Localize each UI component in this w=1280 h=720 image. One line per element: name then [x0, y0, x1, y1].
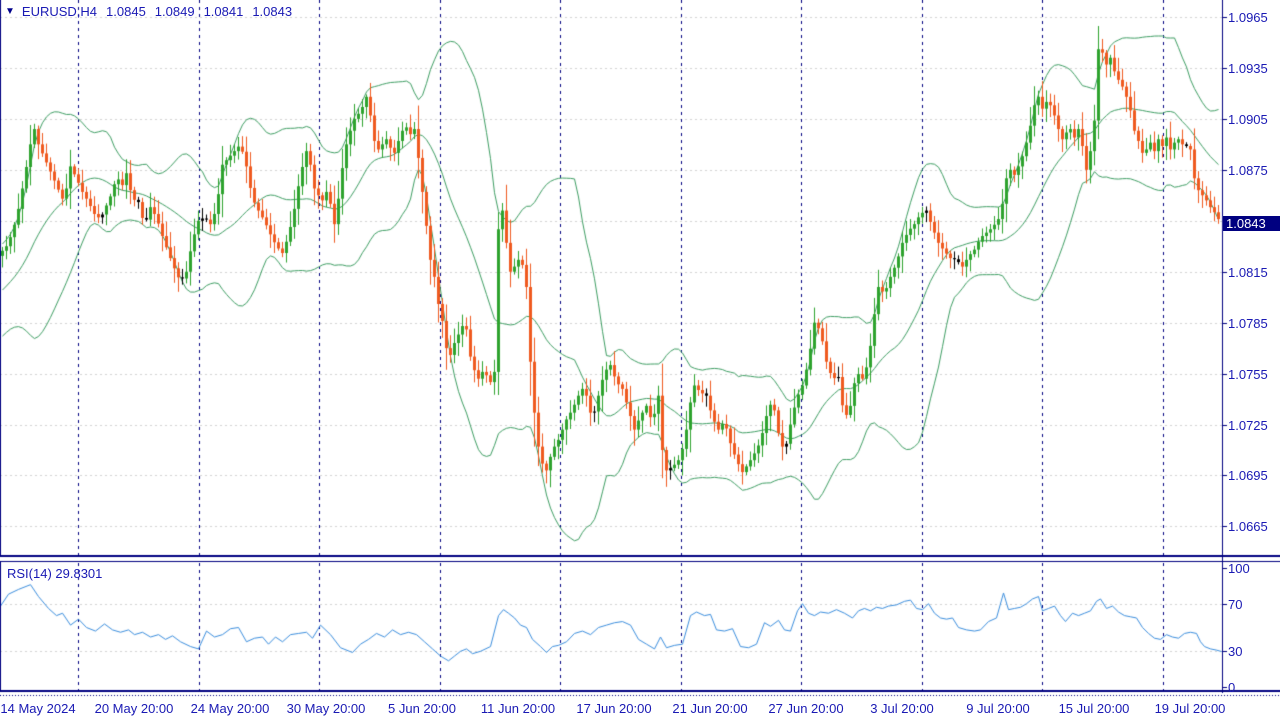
chart-header: ▼ EURUSD,H4 1.0845 1.0849 1.0841 1.0843: [5, 4, 292, 19]
symbol-dropdown-icon[interactable]: ▼: [5, 6, 15, 17]
time-axis-label: 24 May 20:00: [190, 701, 270, 716]
price-tick-label: 1.0965: [1228, 10, 1268, 25]
time-axis-label: 17 Jun 20:00: [576, 701, 652, 716]
time-axis-label: 14 May 2024: [0, 701, 76, 716]
price-tick-label: 1.0875: [1228, 163, 1268, 178]
quote-open: 1.0845: [106, 4, 146, 19]
rsi-tick-label: 30: [1228, 644, 1243, 659]
rsi-tick-label: 70: [1228, 597, 1243, 612]
time-axis-label: 19 Jul 20:00: [1154, 701, 1226, 716]
price-tick-label: 1.0665: [1228, 519, 1268, 534]
time-axis-label: 15 Jul 20:00: [1058, 701, 1130, 716]
price-tick-label: 1.0755: [1228, 367, 1268, 382]
price-tick-label: 1.0725: [1228, 418, 1268, 433]
rsi-tick-label: 100: [1228, 561, 1250, 576]
time-axis-label: 30 May 20:00: [286, 701, 366, 716]
time-axis-label: 21 Jun 20:00: [672, 701, 748, 716]
price-tick-label: 1.0905: [1228, 112, 1268, 127]
price-tick-label: 1.0695: [1228, 468, 1268, 483]
price-tick-label: 1.0815: [1228, 265, 1268, 280]
quote-close: 1.0843: [252, 4, 293, 19]
time-axis-label: 11 Jun 20:00: [480, 701, 556, 716]
quote-high: 1.0849: [154, 4, 195, 19]
price-tick-label: 1.0785: [1228, 316, 1268, 331]
time-axis-label: 3 Jul 20:00: [870, 701, 934, 716]
time-axis-label: 5 Jun 20:00: [388, 701, 456, 716]
time-axis-label: 27 Jun 20:00: [768, 701, 844, 716]
time-axis-label: 9 Jul 20:00: [966, 701, 1030, 716]
rsi-tick-label: 0: [1228, 680, 1236, 695]
current-price-badge: 1.0843: [1223, 216, 1280, 231]
quote-low: 1.0841: [203, 4, 244, 19]
rsi-indicator-label: RSI(14) 29.8301: [7, 566, 103, 581]
price-tick-label: 1.0935: [1228, 61, 1268, 76]
symbol-title: EURUSD,H4: [21, 4, 98, 19]
time-axis-label: 20 May 20:00: [94, 701, 174, 716]
